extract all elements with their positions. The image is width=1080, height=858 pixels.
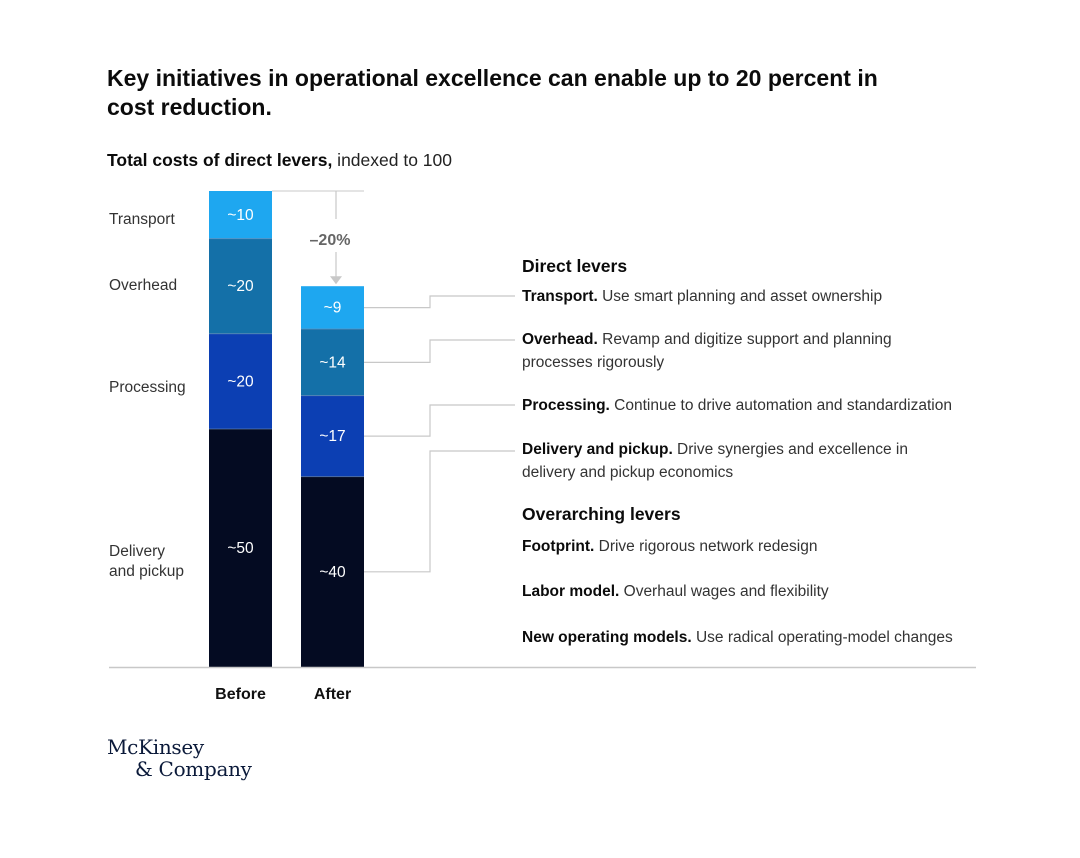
segment-name-overhead: Overhead: [109, 277, 177, 294]
connector-delivery-and-pickup: [364, 450, 515, 573]
segment-name-processing: Processing: [109, 379, 186, 396]
lever-footprint: Footprint. Drive rigorous network redesi…: [522, 535, 982, 558]
lever-footprint-bold: Footprint.: [522, 538, 595, 555]
bar-segment-transport-before: [209, 191, 272, 239]
change-annotation: –20%: [310, 232, 351, 249]
bar-segment-processing-before: [209, 333, 272, 429]
connector-processing: [364, 404, 515, 437]
category-label-before: Before: [215, 686, 266, 703]
overarching-levers-heading: Overarching levers: [522, 504, 681, 524]
lever-transport-text: Use smart planning and asset ownership: [597, 288, 883, 305]
mckinsey-logo: McKinsey & Company: [107, 736, 252, 780]
data-label-overhead-after: ~14: [319, 354, 346, 371]
lever-new-operating-models-bold: New operating models.: [522, 629, 692, 646]
lever-delivery-pickup-text: Drive synergies and excellence in delive…: [522, 441, 908, 481]
lever-transport: Transport. Use smart planning and asset …: [522, 285, 962, 308]
bar-segment-overhead-before: [209, 238, 272, 334]
lever-delivery-pickup: Delivery and pickup. Drive synergies and…: [522, 438, 922, 484]
direct-levers-heading: Direct levers: [522, 256, 628, 276]
logo-line-1: McKinsey: [107, 735, 204, 759]
lever-labor-model-text: Overhaul wages and flexibility: [619, 583, 829, 600]
data-label-processing-before: ~20: [227, 373, 254, 390]
segment-name-delivery-and-pickup-line-2: and pickup: [109, 563, 184, 580]
bar-segment-overhead-after: [301, 329, 364, 396]
data-label-transport-after: ~9: [324, 300, 342, 317]
subtitle-rest: indexed to 100: [332, 150, 452, 170]
lever-delivery-pickup-bold: Delivery and pickup.: [522, 441, 673, 458]
lever-labor-model-bold: Labor model.: [522, 583, 620, 600]
data-label-delivery-and-pickup-before: ~50: [227, 540, 254, 557]
connector-overhead: [364, 339, 515, 363]
lever-processing: Processing. Continue to drive automation…: [522, 394, 982, 417]
lever-processing-text: Continue to drive automation and standar…: [609, 397, 952, 414]
bar-segment-processing-after: [301, 395, 364, 477]
lever-overhead-text: Revamp and digitize support and planning…: [522, 331, 892, 371]
lever-new-operating-models-text: Use radical operating-model changes: [691, 629, 953, 646]
connector-transport: [364, 295, 515, 309]
data-label-transport-before: ~10: [227, 207, 254, 224]
category-label-after: After: [314, 686, 351, 703]
lever-processing-bold: Processing.: [522, 397, 610, 414]
bar-segment-transport-after: [301, 286, 364, 330]
segment-name-transport: Transport: [109, 211, 175, 228]
data-label-processing-after: ~17: [319, 428, 345, 445]
lever-overhead: Overhead. Revamp and digitize support an…: [522, 328, 922, 374]
lever-labor-model: Labor model. Overhaul wages and flexibil…: [522, 580, 982, 603]
lever-overhead-bold: Overhead.: [522, 331, 598, 348]
chart-subtitle: Total costs of direct levers, indexed to…: [107, 150, 452, 171]
bar-segment-delivery-and-pickup-before: [209, 429, 272, 667]
change-arrow-head: [330, 276, 342, 285]
segment-name-delivery-and-pickup-line-1: Delivery: [109, 543, 165, 560]
bar-segment-delivery-and-pickup-after: [301, 476, 364, 667]
logo-line-2: & Company: [135, 757, 252, 781]
lever-transport-bold: Transport.: [522, 288, 598, 305]
data-label-overhead-before: ~20: [227, 278, 254, 295]
lever-new-operating-models: New operating models. Use radical operat…: [522, 626, 992, 649]
subtitle-bold: Total costs of direct levers,: [107, 150, 333, 170]
lever-footprint-text: Drive rigorous network redesign: [594, 538, 818, 555]
chart-title: Key initiatives in operational excellenc…: [107, 65, 878, 120]
data-label-delivery-and-pickup-after: ~40: [319, 564, 346, 581]
